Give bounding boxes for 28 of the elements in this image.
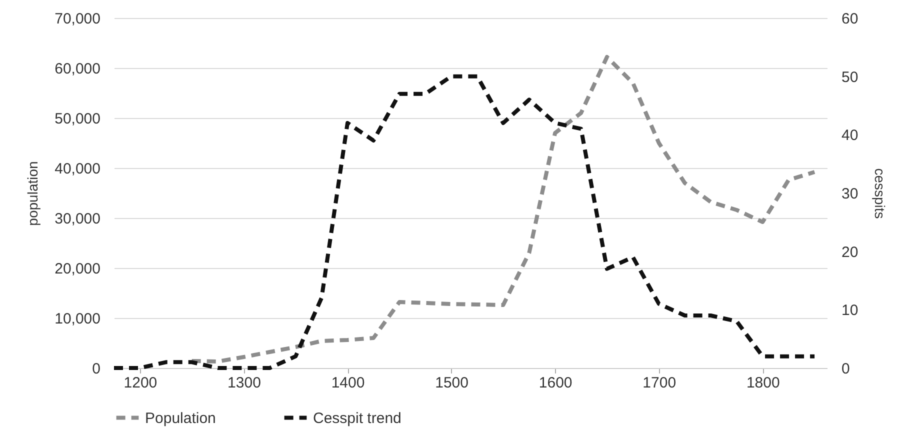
y2-tick-label: 60 xyxy=(842,10,858,28)
y2-tick-label: 30 xyxy=(842,186,858,202)
legend-label: Cesspit trend xyxy=(313,410,402,427)
y2-tick-label: 10 xyxy=(842,302,858,320)
x-tick-label: 1200 xyxy=(124,374,158,392)
y-tick-label: 20,000 xyxy=(54,260,100,278)
x-tick-label: 1700 xyxy=(642,374,676,392)
y2-tick-label: 0 xyxy=(842,360,850,378)
x-tick-label: 1500 xyxy=(435,374,468,392)
line-series xyxy=(112,74,817,370)
legend-label: Population xyxy=(145,410,216,427)
y-tick-label: 0 xyxy=(92,360,100,378)
y2-tick-label: 20 xyxy=(842,244,858,261)
line-series xyxy=(190,55,817,364)
x-tick-label: 1400 xyxy=(331,374,365,392)
x-tick-label: 1600 xyxy=(538,374,572,392)
y2-tick-label: 50 xyxy=(842,68,858,86)
y-tick-label: 30,000 xyxy=(54,210,100,228)
y-tick-label: 70,000 xyxy=(54,10,100,28)
y-tick-label: 60,000 xyxy=(54,60,100,78)
x-tick-label: 1300 xyxy=(228,374,261,392)
y-tick-label: 40,000 xyxy=(54,160,100,178)
y2-axis-title: cesspits xyxy=(872,168,888,219)
y-axis-title: population xyxy=(24,161,41,226)
y2-tick-label: 40 xyxy=(842,127,858,144)
y-tick-label: 10,000 xyxy=(54,310,100,328)
y-tick-label: 50,000 xyxy=(54,110,100,128)
x-tick-label: 1800 xyxy=(746,374,780,392)
